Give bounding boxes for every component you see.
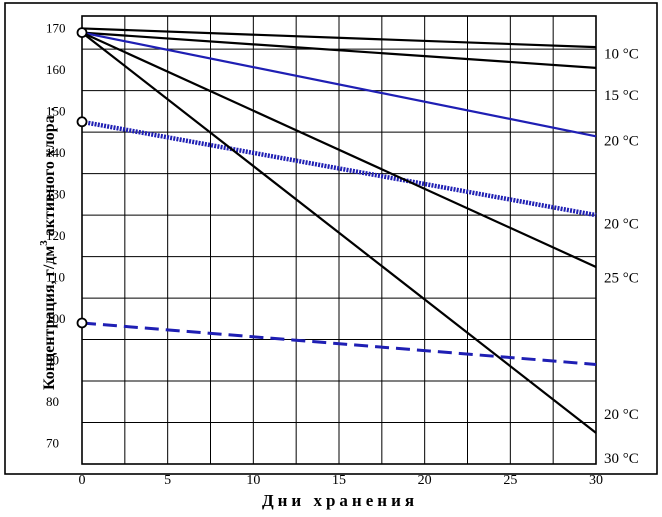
x-axis-label: Дни хранения <box>262 491 418 510</box>
y-tick-label: 150 <box>46 103 66 118</box>
temperature-label: 25 °C <box>604 270 639 286</box>
series-line <box>81 31 597 69</box>
y-tick-label: 130 <box>46 186 66 201</box>
x-tick-label: 25 <box>503 473 517 488</box>
y-tick-label: 170 <box>46 20 66 35</box>
x-tick-label: 5 <box>164 473 171 488</box>
temperature-label: 15 °C <box>604 88 639 104</box>
y-tick-label: 110 <box>46 269 65 284</box>
y-tick-label: 160 <box>46 62 66 77</box>
start-marker <box>76 317 88 329</box>
grid <box>81 16 597 464</box>
y-axis-label-main: Концентрация, г/дм <box>41 246 58 390</box>
start-markers <box>76 27 88 329</box>
chart-outer-frame <box>4 2 658 475</box>
series-line <box>81 31 597 268</box>
x-tick-label: 15 <box>332 473 346 488</box>
series-line <box>81 119 597 218</box>
y-axis-label-superscript: 3 <box>38 240 50 246</box>
temperature-label: 30 °C <box>604 451 639 467</box>
y-tick-labels: 70 80 90 100 110 120 130 140 150 160 170 <box>46 20 66 450</box>
start-marker <box>76 116 88 128</box>
series-lines <box>81 27 597 434</box>
y-tick-label: 120 <box>46 228 66 243</box>
series-line <box>81 31 597 138</box>
series-line <box>81 27 597 49</box>
y-axis-label-rest: активного хлора . <box>41 107 58 240</box>
temperature-label: 20 °C <box>604 133 639 149</box>
y-tick-label: 80 <box>46 394 59 409</box>
x-tick-label: 20 <box>418 473 432 488</box>
y-tick-label: 70 <box>46 435 59 450</box>
y-axis-label: Концентрация, г/дм3 активного хлора . <box>38 107 58 390</box>
series-line <box>81 31 597 434</box>
y-tick-label: 90 <box>46 352 59 367</box>
temperature-label: 10 °C <box>604 46 639 62</box>
x-tick-labels: 0 5 10 15 20 25 30 <box>79 473 604 488</box>
x-tick-label: 30 <box>589 473 603 488</box>
temperature-label: 20 °C <box>604 216 639 232</box>
y-tick-label: 140 <box>46 145 66 160</box>
x-tick-label: 0 <box>79 473 86 488</box>
x-tick-label: 10 <box>246 473 260 488</box>
y-tick-label: 100 <box>46 311 66 326</box>
start-marker <box>76 27 88 38</box>
series-line <box>81 321 597 366</box>
temperature-label: 20 °C <box>604 407 639 423</box>
temperature-labels: 10 °C 15 °C 20 °C 20 °C 25 °C 20 °C 30 °C <box>604 46 639 466</box>
